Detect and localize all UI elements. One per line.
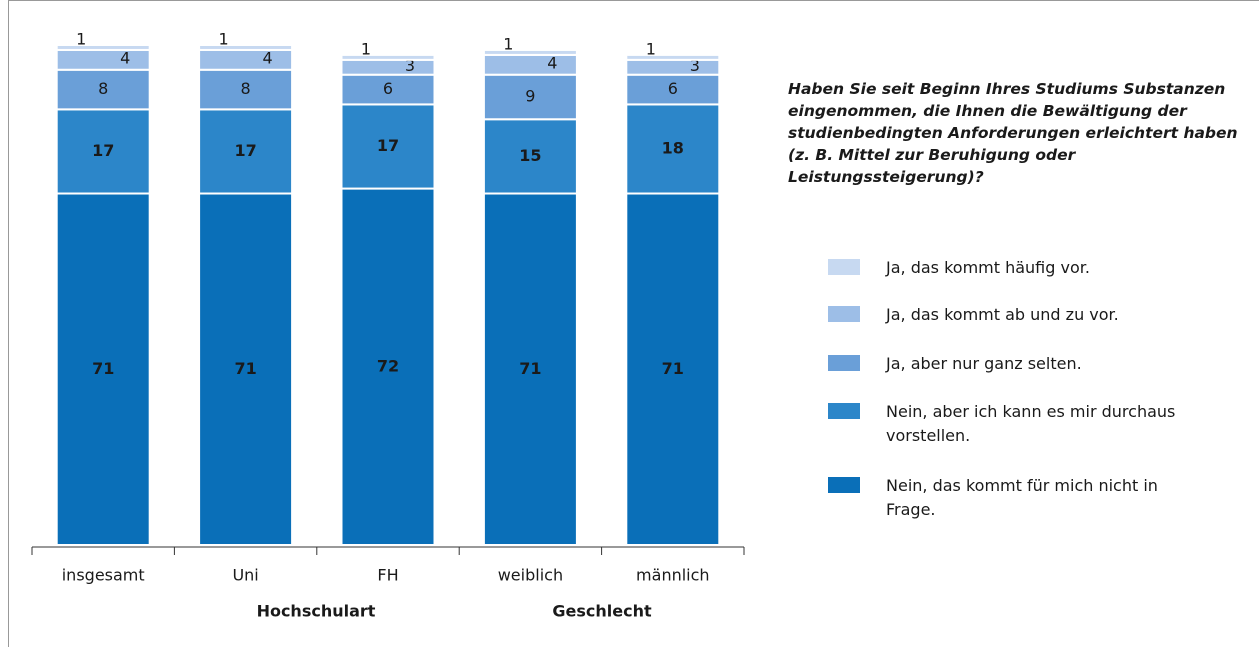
x-tick-label: weiblich <box>498 566 563 585</box>
bar-segment <box>625 58 721 76</box>
data-label: 71 <box>92 359 114 378</box>
data-label: 4 <box>263 48 273 67</box>
data-label: 1 <box>219 30 229 49</box>
data-label: 71 <box>662 359 684 378</box>
bar-segment <box>340 187 436 546</box>
legend-swatch <box>828 403 860 419</box>
bar-segment <box>55 192 151 546</box>
data-label: 4 <box>547 53 557 72</box>
data-label: 1 <box>503 34 513 53</box>
legend-swatch <box>828 477 860 493</box>
data-label: 17 <box>377 136 399 155</box>
data-label: 9 <box>525 86 535 105</box>
data-label: 72 <box>377 356 399 375</box>
data-label: 17 <box>234 141 256 160</box>
bar-segment <box>55 108 151 195</box>
bar-segment <box>55 48 151 71</box>
bar-segment <box>625 192 721 546</box>
bar-segment <box>482 53 578 76</box>
x-tick-label: Uni <box>232 566 258 585</box>
data-label: 1 <box>361 39 371 58</box>
bar-segment <box>198 108 294 195</box>
legend-swatch <box>828 259 860 275</box>
data-label: 17 <box>92 141 114 160</box>
bar-segment <box>625 103 721 195</box>
legend-label: Ja, aber nur ganz selten. <box>886 354 1082 373</box>
bar-segment <box>340 53 436 61</box>
question: Haben Sie seit Beginn Ihres Studiums Sub… <box>788 80 1238 186</box>
bar-segment <box>482 48 578 56</box>
bar-segment <box>340 103 436 190</box>
bar-segment <box>340 58 436 76</box>
bar-segment <box>625 53 721 61</box>
data-label: 1 <box>76 30 86 49</box>
data-label: 6 <box>668 79 678 98</box>
bar-segment <box>198 192 294 546</box>
bar-segment <box>198 44 294 51</box>
legend-swatch <box>828 355 860 371</box>
data-label: 8 <box>241 79 251 98</box>
group-label: Geschlecht <box>552 602 652 621</box>
x-tick-label: insgesamt <box>62 566 145 585</box>
group-label: Hochschulart <box>257 602 376 621</box>
bar-segment <box>198 48 294 71</box>
data-label: 15 <box>519 146 541 165</box>
data-label: 8 <box>98 79 108 98</box>
frame <box>8 0 1259 647</box>
legend-label: Ja, das kommt häufig vor. <box>886 258 1090 277</box>
data-label: 71 <box>519 359 541 378</box>
legend-label: Ja, das kommt ab und zu vor. <box>886 305 1119 324</box>
x-tick-label: FH <box>377 566 398 585</box>
bar-segment <box>55 68 151 111</box>
legend-label: Nein, das kommt für mich nicht in Frage. <box>886 476 1158 519</box>
data-label: 4 <box>120 48 130 67</box>
bar-segment <box>482 73 578 121</box>
data-label: 1 <box>646 39 656 58</box>
legend-label: Nein, aber ich kann es mir durchaus vors… <box>886 402 1176 445</box>
data-label: 18 <box>662 138 684 157</box>
data-label: 6 <box>383 79 393 98</box>
data-label: 3 <box>690 56 700 75</box>
bar-segment <box>340 73 436 106</box>
legend-swatch <box>828 306 860 322</box>
data-label: 71 <box>234 359 256 378</box>
bar-segment <box>55 44 151 51</box>
x-tick-label: männlich <box>636 566 710 585</box>
data-label: 3 <box>405 56 415 75</box>
